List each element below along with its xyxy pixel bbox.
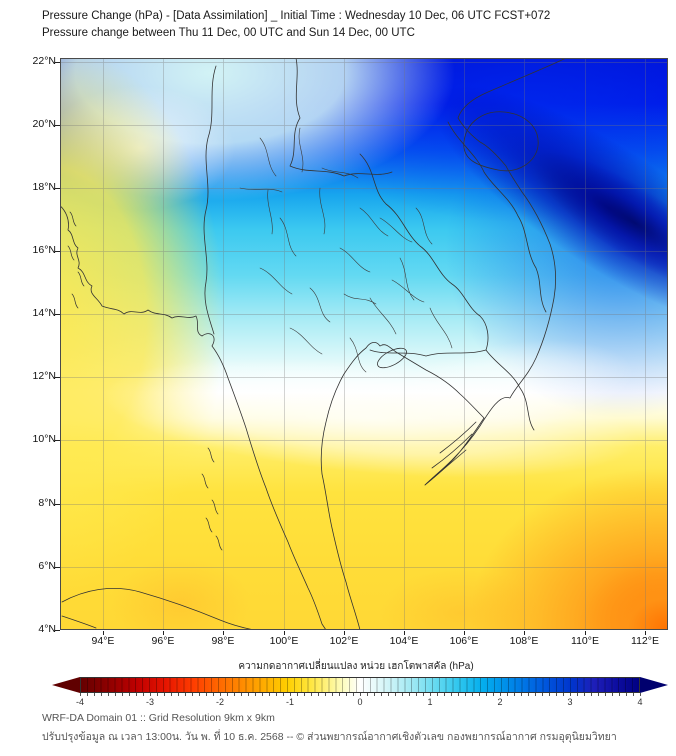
colorbar-tick: -1 <box>285 697 294 707</box>
y-tick-mark <box>55 567 60 568</box>
colorbar-tick: -4 <box>75 697 84 707</box>
colorbar-tick: 0 <box>357 697 363 707</box>
y-axis-label: 8°N <box>38 497 56 509</box>
y-tick-mark <box>55 62 60 63</box>
x-tick-mark <box>404 631 405 635</box>
y-axis-label: 20°N <box>32 118 56 130</box>
colorbar-tick: -3 <box>145 697 154 707</box>
colorbar-left-arrow <box>52 677 80 693</box>
x-axis-label: 110°E <box>571 635 599 647</box>
y-tick-mark <box>55 630 60 631</box>
colorbar-minor-ticks <box>80 693 641 696</box>
x-tick-mark <box>163 631 164 635</box>
page-subtitle: Pressure change between Thu 11 Dec, 00 U… <box>42 27 415 39</box>
x-axis-label: 104°E <box>389 635 419 647</box>
x-axis-label: 112°E <box>631 635 659 647</box>
y-axis-label: 12°N <box>32 370 56 382</box>
y-tick-mark <box>55 504 60 505</box>
x-tick-mark <box>524 631 525 635</box>
y-axis-label: 18°N <box>32 181 56 193</box>
x-axis-label: 106°E <box>449 635 479 647</box>
map-frame <box>60 58 668 630</box>
grid-lines <box>60 58 668 630</box>
colorbar-tick: 1 <box>427 697 433 707</box>
country-borders <box>57 57 567 631</box>
footer-update-info: ปรับปรุงข้อมูล ณ เวลา 13:00น. วัน พ. ที่… <box>42 731 617 743</box>
y-axis-label: 16°N <box>32 244 56 256</box>
colorbar-tick: 3 <box>567 697 573 707</box>
x-tick-mark <box>464 631 465 635</box>
x-tick-mark <box>645 631 646 635</box>
colorbar-tick: 4 <box>637 697 643 707</box>
y-tick-mark <box>55 188 60 189</box>
colorbar-tick: -2 <box>215 697 224 707</box>
y-axis-label: 14°N <box>32 307 56 319</box>
y-tick-mark <box>55 125 60 126</box>
y-tick-mark <box>55 440 60 441</box>
y-axis-label: 6°N <box>38 560 56 572</box>
colorbar-right-arrow <box>640 677 668 693</box>
x-axis-label: 108°E <box>509 635 539 647</box>
y-axis-label: 22°N <box>32 55 56 67</box>
y-tick-mark <box>55 377 60 378</box>
x-tick-mark <box>223 631 224 635</box>
y-tick-mark <box>55 251 60 252</box>
y-axis-label: 4°N <box>38 623 56 635</box>
page-title: Pressure Change (hPa) - [Data Assimilati… <box>42 10 551 22</box>
x-axis-label: 102°E <box>329 635 359 647</box>
x-tick-mark <box>585 631 586 635</box>
footer-domain-info: WRF-DA Domain 01 :: Grid Resolution 9km … <box>42 712 275 724</box>
x-tick-mark <box>344 631 345 635</box>
x-tick-mark <box>284 631 285 635</box>
colorbar-tick: 2 <box>497 697 503 707</box>
x-axis-label: 94°E <box>91 635 115 647</box>
colorbar <box>80 677 640 693</box>
colorbar-label: ความกดอากาศเปลี่ยนแปลง หน่วย เฮกโตพาสคัล… <box>238 661 474 672</box>
x-tick-mark <box>103 631 104 635</box>
y-axis-label: 10°N <box>32 433 56 445</box>
x-axis-label: 98°E <box>211 635 235 647</box>
x-axis-label: 96°E <box>151 635 175 647</box>
y-tick-mark <box>55 314 60 315</box>
x-axis-label: 100°E <box>269 635 299 647</box>
